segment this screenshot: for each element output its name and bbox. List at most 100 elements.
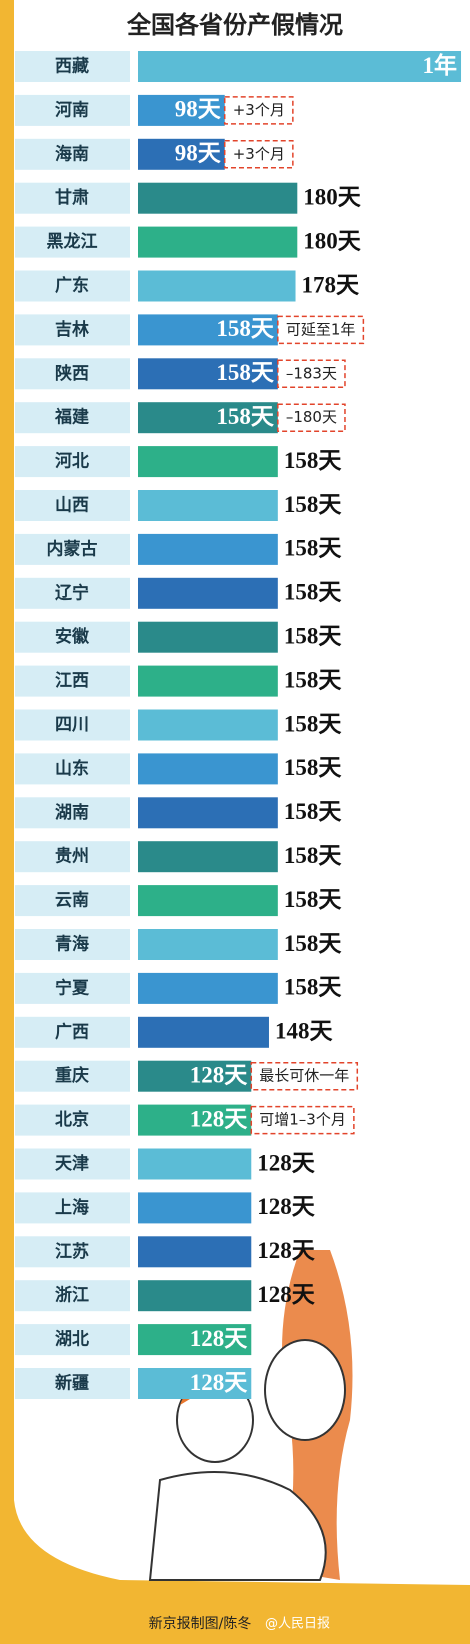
- category-box: [15, 621, 130, 653]
- bar: [138, 1368, 252, 1399]
- value-label: 148天: [275, 1019, 334, 1044]
- category-box: [15, 314, 130, 346]
- bar: [138, 1236, 252, 1268]
- annotation-box: [250, 1105, 355, 1135]
- bar: [138, 270, 296, 302]
- value-label: 158天: [284, 711, 343, 736]
- annotation: 可延至1年: [286, 320, 356, 338]
- bar: [138, 182, 298, 214]
- category-label: 广西: [55, 1021, 89, 1042]
- value-label: 158天: [284, 755, 343, 780]
- category-box: [15, 270, 130, 302]
- bar: [138, 1148, 252, 1180]
- category-box: [15, 709, 130, 741]
- value-label: 158天: [216, 404, 275, 429]
- category-label: 山西: [55, 496, 89, 516]
- bar: [138, 797, 278, 829]
- category-label: 西藏: [55, 57, 89, 77]
- bar: [138, 709, 278, 741]
- bar: [138, 402, 278, 434]
- category-label: 天津: [55, 1153, 89, 1174]
- category-label: 河北: [55, 452, 89, 472]
- category-label: 海南: [55, 143, 89, 164]
- category-box: [15, 753, 130, 785]
- category-label: 宁夏: [55, 977, 90, 998]
- bar: [138, 1280, 252, 1312]
- category-box: [15, 1104, 130, 1136]
- category-label: 安徽: [55, 626, 90, 647]
- category-box: [15, 1236, 130, 1268]
- category-label: 湖南: [55, 802, 89, 823]
- annotation: 最长可休一年: [259, 1067, 349, 1085]
- category-label: 重庆: [55, 1065, 89, 1086]
- value-label: 158天: [284, 536, 343, 561]
- value-label: 128天: [190, 1062, 249, 1087]
- value-label: 158天: [284, 843, 343, 868]
- value-label: 128天: [257, 1194, 316, 1219]
- bar: [138, 885, 278, 917]
- category-label: 江西: [55, 671, 89, 691]
- bar: [138, 972, 278, 1004]
- category-box: [15, 665, 130, 697]
- source: 新京报制图/陈冬: [149, 1615, 252, 1632]
- category-box: [15, 1192, 130, 1224]
- value-label: 178天: [302, 272, 361, 297]
- category-box: [15, 841, 130, 873]
- category-label: 辽宁: [55, 582, 89, 603]
- value-label: 158天: [284, 448, 343, 473]
- bar: [138, 1192, 252, 1224]
- bar: [138, 1104, 252, 1136]
- value-label: 158天: [216, 316, 275, 341]
- value-label: 128天: [190, 1326, 249, 1351]
- value-label: 180天: [303, 228, 362, 253]
- category-box: [15, 358, 130, 390]
- annotation-box: [223, 96, 294, 125]
- category-label: 上海: [55, 1197, 89, 1218]
- category-box: [15, 929, 130, 960]
- bar: [138, 446, 278, 478]
- annotation: +3个月: [233, 145, 285, 163]
- value-label: 128天: [257, 1282, 316, 1307]
- bar: [138, 1016, 269, 1048]
- bar: [138, 665, 278, 697]
- value-label: 98天: [175, 141, 222, 166]
- category-label: 吉林: [55, 319, 89, 340]
- value-label: 158天: [284, 492, 343, 517]
- value-label: 98天: [175, 97, 222, 122]
- annotation-box: [277, 315, 365, 345]
- bar: [138, 577, 278, 609]
- value-label: 158天: [284, 887, 343, 912]
- category-label: 黑龙江: [47, 231, 98, 252]
- bar: [138, 314, 278, 346]
- annotation-box: [250, 1061, 359, 1091]
- category-box: [15, 577, 130, 609]
- illustration-face: [264, 1339, 346, 1441]
- bar: [138, 94, 225, 126]
- value-label: 158天: [284, 931, 343, 956]
- category-box: [15, 885, 130, 917]
- annotation: –180天: [286, 408, 337, 426]
- bar: [138, 753, 278, 785]
- value-label: 180天: [303, 184, 362, 209]
- value-label: 158天: [284, 580, 343, 605]
- bar: [138, 51, 462, 82]
- category-label: 内蒙古: [47, 538, 98, 559]
- category-box: [15, 94, 130, 126]
- annotation-box: [223, 140, 294, 169]
- category-label: 广东: [55, 275, 89, 296]
- value-label: 128天: [257, 1238, 316, 1263]
- watermark: @人民日报: [265, 1617, 330, 1632]
- category-label: 河南: [55, 99, 89, 120]
- bar: [138, 226, 298, 258]
- category-label: 甘肃: [55, 187, 89, 208]
- category-box: [15, 1368, 130, 1399]
- category-box: [15, 446, 130, 478]
- value-label: 158天: [284, 667, 343, 692]
- value-label: 158天: [284, 799, 343, 824]
- category-label: 山东: [55, 758, 89, 779]
- category-box: [15, 490, 130, 521]
- category-label: 云南: [55, 890, 89, 911]
- chart-title: 全国各省份产假情况: [126, 11, 343, 39]
- bar: [138, 358, 278, 390]
